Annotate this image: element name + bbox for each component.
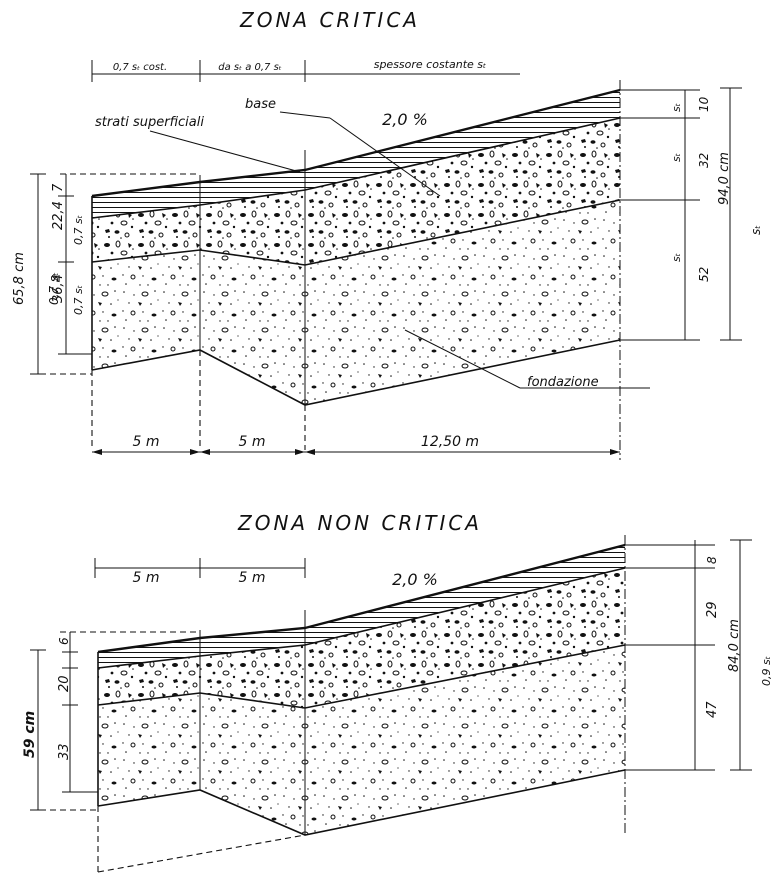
bottom-header-dims: 5 m 5 m xyxy=(94,558,306,586)
top-right-total-sub: sₜ xyxy=(749,225,763,235)
top-right-layer-2: 32 xyxy=(697,153,711,168)
top-left-lower: 36,4 xyxy=(51,274,66,303)
top-left-total: 65,8 cm xyxy=(12,252,27,305)
top-right-layer-1-sub: sₜ xyxy=(670,103,683,112)
top-dim-3: 12,50 m xyxy=(421,434,479,450)
bottom-left-dimensions: 6 20 33 59 cm xyxy=(22,632,98,811)
top-label-superficiali: strati superficiali xyxy=(95,115,204,130)
bottom-right-layer-1: 8 xyxy=(705,556,719,564)
top-left-total-sub: 0,7 sₜ xyxy=(47,272,61,305)
bottom-right-layer-3: 47 xyxy=(705,701,720,718)
bottom-left-layer-1: 6 xyxy=(57,637,71,645)
top-left-dimensions: 65,8 cm 0,7 sₜ 7 22,4 0,7 sₜ 36,4 0,7 sₜ xyxy=(12,173,92,375)
bottom-right-layer-2: 29 xyxy=(705,601,720,618)
top-surface-layers xyxy=(92,90,620,218)
bottom-left-total: 59 cm xyxy=(22,711,38,758)
bottom-foundation-layer xyxy=(98,645,625,835)
bottom-base-layer xyxy=(98,568,625,708)
top-left-upper-top: 7 xyxy=(51,183,66,192)
top-left-upper: 22,4 xyxy=(51,201,66,230)
top-left-lower-sub: 0,7 sₜ xyxy=(72,285,85,315)
top-right-layer-2-sub: sₜ xyxy=(670,153,683,162)
top-dim-1: 5 m xyxy=(133,434,160,450)
top-foundation-layer xyxy=(92,200,620,405)
top-dim-2: 5 m xyxy=(239,434,266,450)
bottom-title: ZONA NON CRITICA xyxy=(237,511,482,535)
top-slope-label: 2,0 % xyxy=(382,110,428,129)
top-cross-section xyxy=(60,80,621,460)
top-segment-1: 0,7 sₜ cost. xyxy=(113,62,167,73)
top-segment-3: spessore costante sₜ xyxy=(374,58,487,71)
top-segment-header: 0,7 sₜ cost. da sₜ a 0,7 sₜ spessore cos… xyxy=(91,58,520,82)
top-right-layer-1: 10 xyxy=(697,96,711,112)
bottom-right-dimensions: 8 29 47 84,0 cm 0,9 sₜ xyxy=(625,539,773,771)
bottom-left-layer-3: 33 xyxy=(57,743,72,760)
bottom-cross-section xyxy=(60,535,626,873)
top-right-dimensions: 10 sₜ 32 sₜ 52 sₜ 94,0 cm sₜ xyxy=(620,87,763,341)
bottom-left-layer-2: 20 xyxy=(57,675,72,692)
top-title: ZONA CRITICA xyxy=(239,8,420,32)
bottom-right-total: 84,0 cm xyxy=(727,619,742,672)
bottom-dim-2: 5 m xyxy=(239,570,266,586)
bottom-surface-layers xyxy=(98,545,625,668)
bottom-dim-1: 5 m xyxy=(133,570,160,586)
top-label-base: base xyxy=(245,97,276,112)
bottom-right-total-sub: 0,9 sₜ xyxy=(760,656,773,686)
top-right-total: 94,0 cm xyxy=(717,152,732,205)
top-left-upper-sub: 0,7 sₜ xyxy=(72,215,85,245)
bottom-slope-label: 2,0 % xyxy=(392,570,438,589)
top-base-layer xyxy=(92,118,620,265)
top-bottom-dimensions: 5 m 5 m 12,50 m xyxy=(92,434,620,455)
top-label-fondazione: fondazione xyxy=(527,375,599,390)
top-segment-2: da sₜ a 0,7 sₜ xyxy=(218,62,282,73)
top-right-layer-3-sub: sₜ xyxy=(670,253,683,262)
top-right-layer-3: 52 xyxy=(697,267,711,282)
